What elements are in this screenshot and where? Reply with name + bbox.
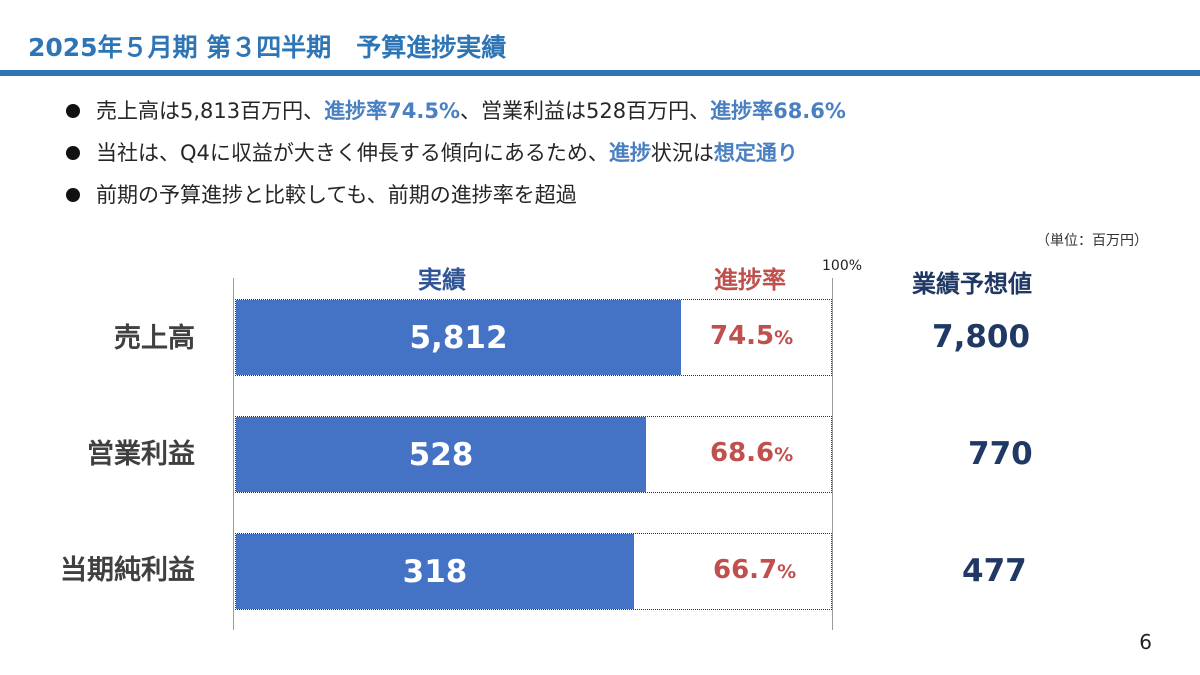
percent-sign: %	[774, 444, 794, 466]
progress-rate-value: 66.7	[713, 555, 778, 585]
progress-rate-label: 66.7%	[713, 555, 796, 585]
unit-note: （単位：百万円）	[1036, 233, 1148, 249]
row-label: 営業利益	[87, 439, 195, 470]
actual-bar	[236, 417, 646, 492]
column-header-forecast: 業績予想値	[912, 270, 1032, 298]
column-header-actual: 実績	[418, 266, 466, 294]
percent-sign: %	[774, 327, 794, 349]
forecast-value: 7,800	[932, 319, 1031, 355]
actual-value-label: 528	[408, 437, 474, 473]
bullet-dot-icon	[66, 146, 80, 160]
bullet-text: 当社は、Q4に収益が大きく伸長する傾向にあるため、	[96, 141, 609, 165]
percent-sign: %	[777, 561, 797, 583]
row-label: 売上高	[114, 323, 195, 354]
bullet-item: 前期の予算進捗と比較しても、前期の進捗率を超過	[60, 176, 846, 218]
forecast-value: 770	[968, 436, 1033, 472]
progress-rate-label: 68.6%	[710, 438, 793, 468]
progress-track: 318	[235, 533, 832, 610]
bullet-item: 売上高は5,813百万円、進捗率74.5%、営業利益は528百万円、進捗率68.…	[60, 92, 846, 134]
bullet-text: 前期の予算進捗と比較しても、前期の進捗率を超過	[96, 183, 577, 207]
page-number: 6	[1139, 630, 1152, 654]
actual-value-label: 5,812	[409, 320, 508, 356]
bullet-dot-icon	[66, 188, 80, 202]
progress-track: 5,812	[235, 299, 832, 376]
highlight-text: 進捗	[608, 141, 651, 165]
full-scale-label: 100%	[822, 258, 863, 274]
bullet-text: 状況は	[650, 141, 714, 165]
progress-track: 528	[235, 416, 832, 493]
bullet-text: 、営業利益は528百万円、	[459, 99, 711, 123]
axis-100-line	[832, 278, 833, 630]
bullet-dot-icon	[66, 104, 80, 118]
actual-bar	[236, 534, 634, 609]
forecast-value: 477	[962, 553, 1027, 589]
summary-bullets: 売上高は5,813百万円、進捗率74.5%、営業利益は528百万円、進捗率68.…	[60, 92, 846, 218]
column-header-progress-rate: 進捗率	[714, 266, 786, 294]
highlight-text: 進捗率74.5%	[324, 99, 460, 123]
page-title: 2025年５月期 第３四半期 予算進捗実績	[28, 33, 507, 62]
bullet-text: 売上高は5,813百万円、	[96, 99, 325, 123]
actual-value-label: 318	[402, 554, 468, 590]
progress-rate-value: 74.5	[710, 321, 775, 351]
progress-rate-value: 68.6	[710, 438, 775, 468]
highlight-text: 進捗率68.6%	[710, 99, 846, 123]
progress-rate-label: 74.5%	[710, 321, 793, 351]
title-divider	[0, 70, 1200, 76]
axis-start-line	[233, 278, 234, 630]
row-label: 当期純利益	[60, 555, 195, 586]
bullet-item: 当社は、Q4に収益が大きく伸長する傾向にあるため、進捗状況は想定通り	[60, 134, 846, 176]
highlight-text: 想定通り	[713, 141, 798, 165]
actual-bar	[236, 300, 681, 375]
